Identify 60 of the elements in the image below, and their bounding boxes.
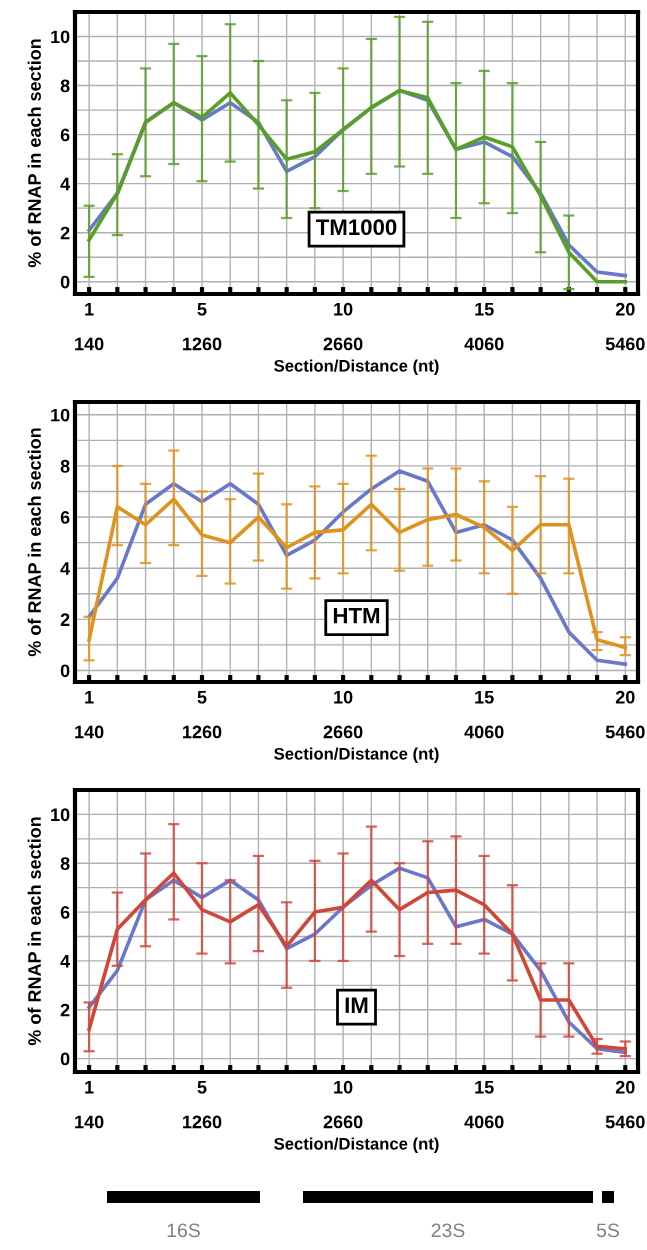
- x2-tick-label: 4060: [464, 1115, 504, 1129]
- x2-tick-label: 4060: [464, 337, 504, 351]
- x-axis-title: Section/Distance (nt): [274, 747, 439, 763]
- y-tick-label: 10: [51, 30, 70, 44]
- x2-tick-label: 1260: [183, 337, 222, 351]
- y-tick-label: 2: [60, 613, 70, 626]
- y-tick-label: 6: [60, 128, 70, 142]
- x2-tick-label: 140: [75, 725, 104, 739]
- x2-tick-label: 4060: [464, 725, 504, 739]
- x2-tick-label: 2660: [323, 725, 363, 739]
- y-tick-label: 6: [60, 511, 70, 524]
- y-tick-label: 4: [60, 955, 71, 968]
- y-tick-label: 6: [60, 906, 70, 919]
- x-tick-label: 15: [475, 303, 494, 316]
- x-tick-label: 1: [85, 1081, 94, 1094]
- y-tick-label: 8: [60, 857, 70, 870]
- text: 5S: [596, 1223, 619, 1238]
- x-tick-label: 5: [197, 691, 207, 704]
- y-tick-label: 10: [51, 408, 70, 422]
- x-tick-label: 5: [197, 1081, 207, 1094]
- y-tick-label: 0: [60, 664, 70, 678]
- x2-tick-label: 2660: [323, 1115, 363, 1129]
- x-tick-label: 15: [475, 1081, 494, 1094]
- x2-tick-label: 1260: [183, 725, 222, 739]
- x-tick-label: 1: [85, 691, 94, 704]
- y-axis-title: % of RNAP in each section: [27, 817, 41, 1046]
- x-tick-label: 20: [615, 302, 635, 316]
- annotation: IM: [345, 997, 368, 1013]
- text: 16S: [167, 1223, 200, 1238]
- x2-tick-label: 140: [75, 1115, 104, 1129]
- y-tick-label: 0: [60, 275, 70, 289]
- y-tick-label: 4: [60, 562, 71, 575]
- x-tick-label: 10: [334, 690, 353, 704]
- text: 23S: [431, 1223, 465, 1238]
- x-tick-label: 1: [85, 303, 94, 316]
- y-axis-title: % of RNAP in each section: [27, 39, 41, 268]
- x-tick-label: 20: [615, 1080, 635, 1094]
- annotation: TM1000: [315, 219, 397, 236]
- y-tick-label: 8: [60, 459, 70, 473]
- x2-tick-label: 2660: [323, 337, 363, 351]
- x-tick-label: 20: [615, 690, 635, 704]
- x2-tick-label: 140: [75, 337, 104, 351]
- x-axis-title: Section/Distance (nt): [274, 1137, 439, 1153]
- x-tick-label: 5: [197, 303, 207, 316]
- y-tick-label: 10: [51, 808, 70, 822]
- y-tick-label: 4: [60, 177, 71, 191]
- y-tick-label: 2: [60, 226, 70, 240]
- x2-tick-label: 5460: [605, 725, 645, 739]
- y-tick-label: 8: [60, 79, 70, 93]
- x2-tick-label: 5460: [605, 337, 645, 351]
- x-tick-label: 10: [334, 1080, 353, 1094]
- x2-tick-label: 5460: [605, 1115, 645, 1129]
- y-tick-label: 2: [60, 1003, 70, 1017]
- x2-tick-label: 1260: [183, 1115, 222, 1129]
- x-axis-title: Section/Distance (nt): [274, 359, 439, 375]
- y-axis-title: % of RNAP in each section: [27, 428, 41, 657]
- annotation: HTM: [333, 608, 380, 624]
- y-tick-label: 0: [60, 1052, 70, 1066]
- x-tick-label: 10: [334, 302, 353, 316]
- x-tick-label: 15: [475, 691, 494, 704]
